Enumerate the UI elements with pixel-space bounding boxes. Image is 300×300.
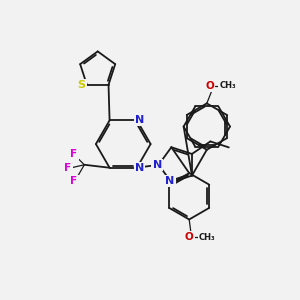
Text: F: F [64, 163, 71, 173]
Text: N: N [135, 163, 144, 173]
Text: S: S [77, 80, 86, 90]
Text: CH₃: CH₃ [199, 233, 215, 242]
Text: N: N [152, 160, 162, 170]
Text: F: F [70, 149, 77, 159]
Text: F: F [70, 176, 77, 186]
Text: O: O [206, 80, 214, 91]
Text: O: O [185, 232, 194, 242]
Text: N: N [135, 116, 144, 125]
Text: CH₃: CH₃ [219, 81, 236, 90]
Text: N: N [165, 176, 175, 186]
